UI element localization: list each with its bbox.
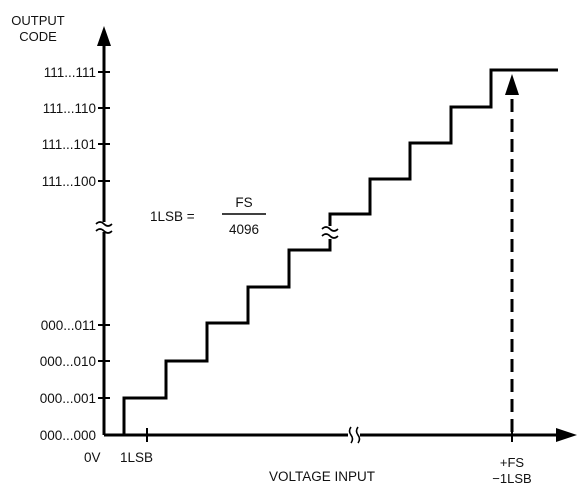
- y-axis-title-line2: CODE: [19, 29, 57, 44]
- staircase-lower: [104, 232, 332, 437]
- fs-label-line1: +FS: [500, 455, 525, 470]
- x-lsb-label: 1LSB: [120, 450, 153, 465]
- y-code-label: 111...101: [42, 137, 96, 152]
- x-axis-break: [348, 426, 361, 444]
- fs-marker-arrow: [505, 74, 519, 95]
- x-axis-arrow: [556, 428, 577, 442]
- formula-numerator: FS: [235, 195, 252, 210]
- formula-lhs: 1LSB =: [150, 209, 195, 224]
- x-origin-label: 0V: [84, 450, 101, 465]
- y-ticks: [98, 71, 110, 399]
- y-code-label: 111...110: [43, 101, 96, 116]
- y-code-label: 000...011: [41, 318, 96, 333]
- y-code-label: 111...111: [44, 65, 96, 80]
- y-code-label: 000...001: [40, 391, 96, 406]
- y-code-label: 000...010: [40, 354, 96, 369]
- y-code-label: 000...000: [40, 428, 96, 443]
- fs-label-line2: −1LSB: [492, 471, 531, 486]
- staircase-upper: [328, 68, 558, 226]
- y-code-label: 111...100: [42, 174, 96, 189]
- x-axis-title: VOLTAGE INPUT: [269, 469, 375, 484]
- formula-denominator: 4096: [229, 222, 259, 237]
- y-axis-title-line1: OUTPUT: [11, 13, 65, 28]
- y-axis-break: [95, 221, 113, 234]
- y-axis-arrow: [97, 26, 111, 46]
- staircase-break: [321, 225, 340, 239]
